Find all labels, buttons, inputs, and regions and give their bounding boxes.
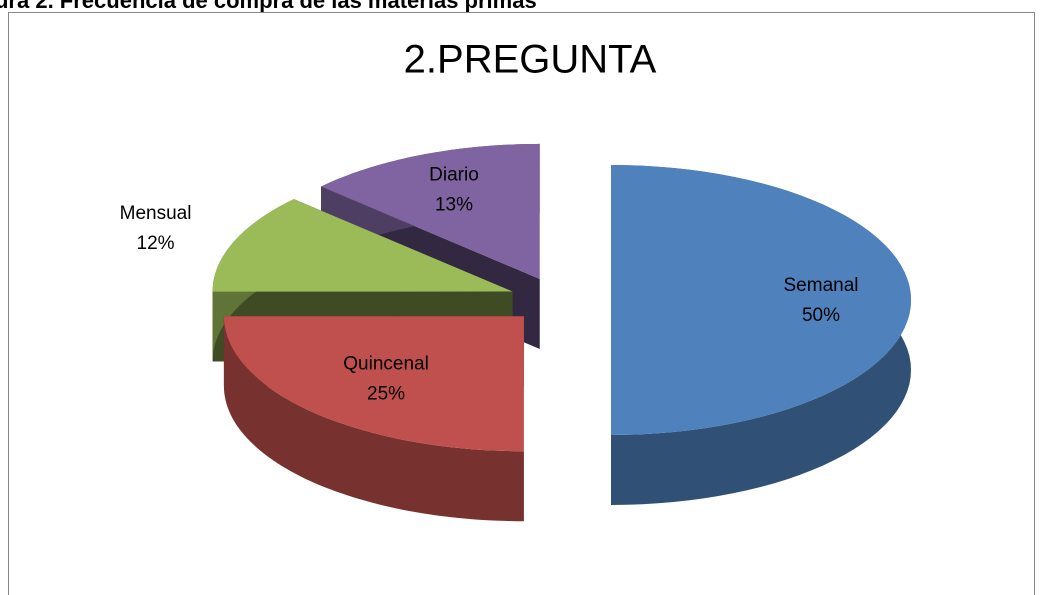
figure-caption: Figura 2. Frecuencia de compra de las ma… — [0, 0, 537, 13]
slice-top — [223, 316, 524, 452]
slice-top — [611, 165, 911, 435]
slice-value-label: 12% — [137, 233, 175, 254]
slice-value-label: 13% — [435, 195, 473, 216]
slice — [223, 316, 524, 522]
slice-value-label: 50% — [802, 305, 840, 326]
slice-label: Mensual — [120, 203, 192, 224]
slice-top — [321, 143, 540, 279]
slice-top — [212, 199, 513, 292]
chart-title: 2.PREGUNTA — [404, 38, 657, 82]
slice-label: Quincenal — [343, 353, 429, 374]
slice-label: Diario — [429, 165, 479, 186]
slice-value-label: 25% — [367, 383, 405, 404]
slice — [611, 165, 911, 505]
slice-label: Semanal — [784, 275, 859, 296]
slice-wall — [223, 316, 524, 522]
